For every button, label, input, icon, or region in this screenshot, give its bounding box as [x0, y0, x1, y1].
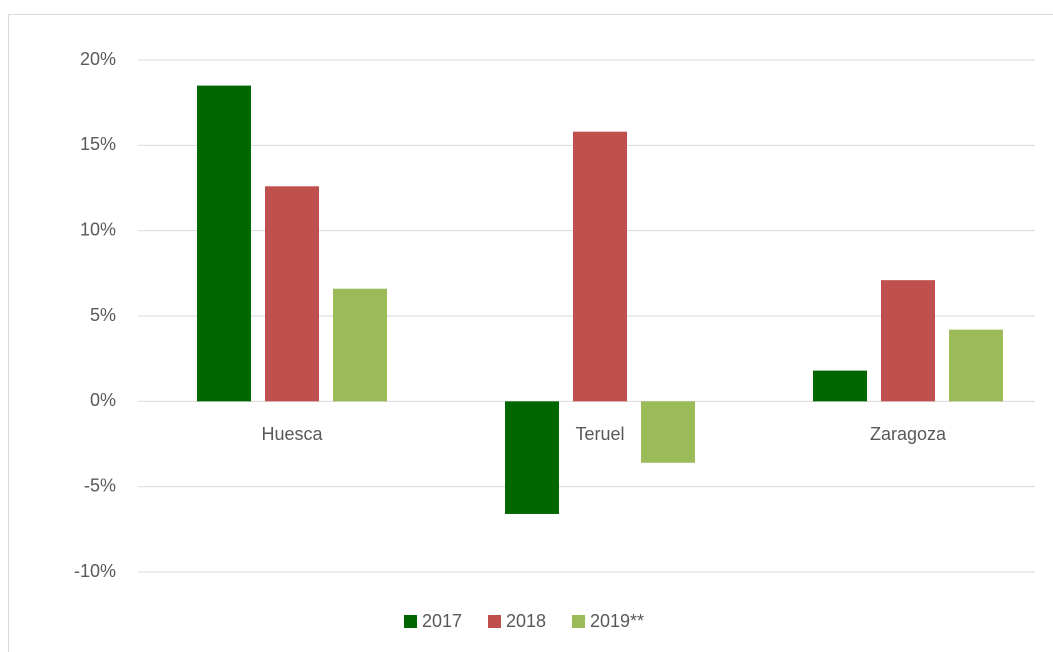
legend-label: 2018 [506, 611, 546, 631]
y-tick-label: -5% [84, 475, 116, 495]
y-tick-label: 10% [80, 219, 116, 239]
bar [265, 186, 319, 402]
bar [333, 288, 387, 402]
y-tick-label: 0% [90, 390, 116, 410]
x-tick-label: Huesca [261, 424, 323, 444]
legend-swatch [404, 615, 417, 628]
chart-border [8, 14, 1053, 652]
bar [505, 401, 559, 514]
bar [949, 329, 1003, 402]
y-tick-label: 20% [80, 49, 116, 69]
bar [813, 370, 867, 402]
bar [197, 85, 251, 402]
x-tick-label: Zaragoza [870, 424, 947, 444]
y-tick-label: -10% [74, 561, 116, 581]
x-tick-label: Teruel [575, 424, 624, 444]
bar [881, 280, 935, 402]
legend-swatch [488, 615, 501, 628]
legend-label: 2017 [422, 611, 462, 631]
bar [573, 131, 627, 402]
legend-label: 2019** [590, 611, 644, 631]
y-tick-label: 5% [90, 305, 116, 325]
y-tick-label: 15% [80, 134, 116, 154]
bar [641, 401, 695, 463]
legend-swatch [572, 615, 585, 628]
